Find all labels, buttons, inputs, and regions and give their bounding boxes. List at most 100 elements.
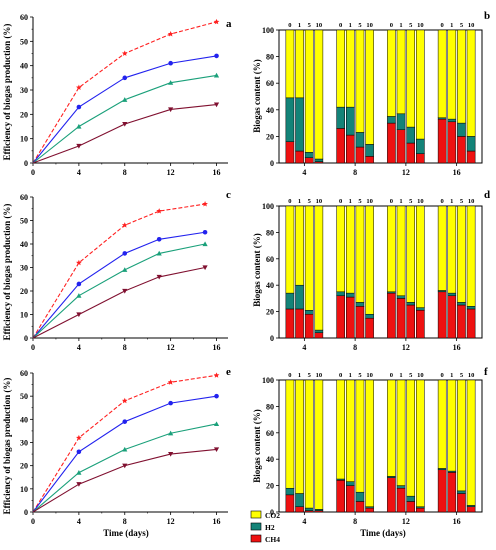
bar-label-b: 0 (339, 22, 342, 29)
data-point-a-2 (168, 80, 174, 85)
bar-co2-f (314, 379, 324, 510)
bar-label-d: 10 (316, 198, 323, 205)
bar-label-b: 5 (409, 22, 413, 29)
bar-h2-d (345, 292, 355, 298)
bar-co2-b (437, 29, 447, 119)
bar-ch4-f (447, 472, 457, 513)
y-tick-label-d: 80 (266, 228, 274, 237)
legend: CO2 H2 CH4 (250, 510, 280, 544)
bar-label-f: 0 (288, 372, 291, 379)
panel-label-f: f (484, 366, 488, 378)
bar-ch4-f (345, 485, 355, 513)
data-point-a-0 (167, 31, 174, 37)
x-tick-label-e: 0 (31, 517, 35, 526)
bar-h2-f (457, 490, 466, 494)
series-line-a-1 (32, 55, 217, 164)
data-point-a-3 (122, 121, 128, 127)
x-tick-label-c: 8 (123, 343, 127, 352)
bar-ch4-d (406, 304, 416, 339)
y-tick-label-d: 100 (262, 202, 274, 211)
data-point-a-2 (122, 97, 128, 102)
data-point-e-0 (167, 379, 174, 385)
bar-h2-d (365, 313, 374, 319)
data-point-c-3 (122, 288, 128, 294)
series-line-c-1 (32, 231, 206, 339)
data-point-a-1 (168, 60, 173, 66)
bar-co2-b (304, 29, 314, 153)
y-tick-label-c: 10 (20, 311, 28, 320)
bar-ch4-f (416, 507, 425, 513)
bar-ch4-d (457, 304, 466, 339)
data-point-a-1 (214, 53, 219, 59)
data-point-c-1 (122, 251, 128, 256)
bar-y-title-d: Biogas content (%) (252, 233, 262, 307)
bar-co2-d (387, 205, 396, 293)
bar-h2-b (336, 106, 345, 129)
bar-co2-b (416, 29, 425, 140)
bar-y-title-b: Biogas content (%) (252, 59, 262, 133)
x-tick-label-a: 4 (77, 168, 81, 177)
bar-label-f: 0 (339, 372, 342, 379)
panel-label-e: e (226, 366, 231, 378)
bar-co2-d (396, 205, 406, 297)
bar-ch4-b (365, 156, 374, 164)
data-point-a-2 (213, 72, 220, 78)
data-point-e-1 (214, 393, 219, 399)
data-point-c-3 (156, 274, 162, 280)
bar-co2-f (355, 379, 365, 493)
data-point-c-2 (122, 267, 128, 272)
bar-ch4-f (355, 501, 365, 513)
bar-label-d: 0 (339, 198, 342, 205)
bar-co2-d (365, 205, 374, 315)
y-tick-label-a: 60 (20, 13, 28, 22)
x-title-left: Time (days) (103, 528, 149, 538)
bar-label-d: 1 (349, 198, 352, 205)
bar-label-d: 10 (366, 198, 373, 205)
y-tick-label-d: 20 (266, 308, 274, 317)
bar-ch4-d (416, 310, 425, 339)
data-point-a-3 (213, 102, 220, 108)
bar-h2-f (355, 491, 365, 502)
bar-label-d: 10 (417, 198, 424, 205)
data-point-c-3 (202, 265, 208, 271)
panel-label-a: a (226, 18, 232, 30)
bar-label-b: 10 (468, 22, 475, 29)
bar-co2-d (416, 205, 425, 308)
bar-label-b: 10 (316, 22, 323, 29)
bar-ch4-f (365, 507, 374, 513)
legend-label-h2: H2 (265, 523, 275, 532)
y-tick-label-a: 30 (20, 86, 28, 95)
bar-ch4-b (437, 118, 447, 164)
x-tick-label-c: 4 (77, 343, 81, 352)
bar-ch4-d (466, 308, 476, 339)
bar-label-d: 1 (450, 198, 453, 205)
x-tick-label-b: 8 (353, 168, 357, 177)
bar-co2-d (314, 205, 324, 331)
bar-co2-b (365, 29, 374, 145)
bar-co2-f (336, 379, 345, 480)
bar-co2-d (285, 205, 295, 294)
bar-label-f: 10 (468, 372, 475, 379)
bar-co2-b (336, 29, 345, 108)
bar-h2-b (396, 113, 406, 131)
bar-co2-b (285, 29, 295, 99)
bar-ch4-f (336, 480, 345, 513)
bar-label-f: 10 (417, 372, 424, 379)
series-line-e-3 (32, 448, 217, 513)
bar-co2-d (437, 205, 447, 291)
line-chart-e: 0 10 20 30 40 50 60 0 4 8 12 16 (20, 369, 228, 526)
data-point-c-0 (202, 201, 208, 207)
bar-ch4-f (285, 494, 295, 513)
y-tick-label-b: 20 (266, 132, 274, 141)
legend-label-ch4: CH4 (265, 535, 280, 544)
data-point-c-2 (156, 250, 162, 256)
x-tick-label-e: 16 (213, 517, 221, 526)
data-point-e-2 (213, 421, 220, 427)
y-tick-label-a: 50 (20, 37, 28, 46)
bar-label-b: 5 (308, 22, 312, 29)
bar-h2-b (387, 116, 396, 124)
bar-label-d: 10 (468, 198, 475, 205)
bar-h2-f (345, 481, 355, 486)
data-point-e-2 (76, 470, 82, 475)
